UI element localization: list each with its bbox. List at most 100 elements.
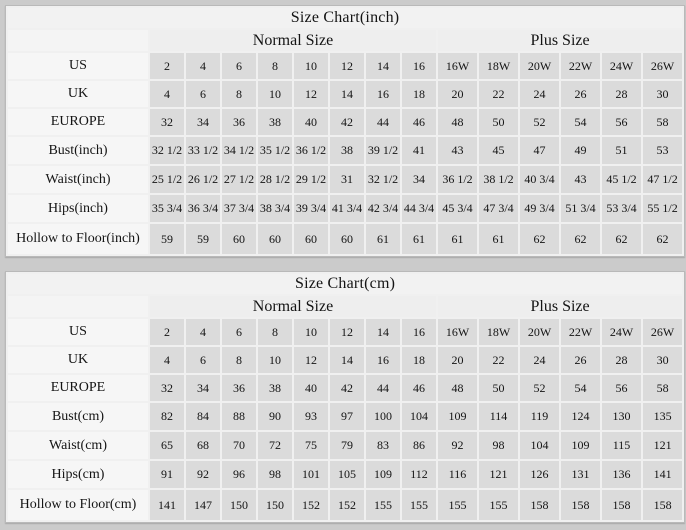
size-cell: 152 xyxy=(294,490,328,520)
size-cell: 105 xyxy=(330,461,364,488)
size-cell: 65 xyxy=(150,432,184,459)
size-cell: 28 xyxy=(602,81,641,107)
size-cell: 41 3/4 xyxy=(330,195,364,222)
size-cell: 36 1/2 xyxy=(438,166,477,193)
size-cell: 50 xyxy=(479,109,518,135)
size-cell: 86 xyxy=(402,432,436,459)
size-cell: 4 xyxy=(186,319,220,345)
size-cell: 47 1/2 xyxy=(643,166,683,193)
size-cell: 68 xyxy=(186,432,220,459)
table-row: Hollow to Floor(cm) 141 147 150 150 152 152 155… xyxy=(8,490,683,520)
size-cell: 51 xyxy=(602,137,641,164)
size-cell: 43 xyxy=(561,166,600,193)
size-cell: 119 xyxy=(520,403,559,430)
size-cell: 28 1/2 xyxy=(258,166,292,193)
size-cell: 16W xyxy=(438,319,477,345)
size-cell: 26 1/2 xyxy=(186,166,220,193)
size-cell: 155 xyxy=(366,490,400,520)
size-cell: 61 xyxy=(479,224,518,254)
size-cell: 36 1/2 xyxy=(294,137,328,164)
size-cell: 62 xyxy=(561,224,600,254)
size-cell: 34 xyxy=(186,375,220,401)
size-cell: 61 xyxy=(402,224,436,254)
table-row: Waist(inch) 25 1/2 26 1/2 27 1/2 28 1/2 29 1/… xyxy=(8,166,683,193)
column-group-header-plus: Plus Size xyxy=(438,296,683,317)
size-cell: 141 xyxy=(150,490,184,520)
size-cell: 10 xyxy=(258,81,292,107)
size-cell: 24W xyxy=(602,53,641,79)
size-cell: 150 xyxy=(222,490,256,520)
chart-title-row: Size Chart(cm) xyxy=(8,274,683,294)
size-cell: 18 xyxy=(402,81,436,107)
size-cell: 114 xyxy=(479,403,518,430)
size-cell: 121 xyxy=(643,432,683,459)
size-cell: 54 xyxy=(561,375,600,401)
row-label: US xyxy=(8,53,148,79)
size-cell: 18W xyxy=(479,319,518,345)
size-cell: 104 xyxy=(402,403,436,430)
row-label: Bust(cm) xyxy=(8,403,148,430)
size-cell: 4 xyxy=(150,81,184,107)
column-group-row: Normal Size Plus Size xyxy=(8,30,683,51)
size-cell: 58 xyxy=(643,109,683,135)
size-cell: 32 1/2 xyxy=(366,166,400,193)
size-cell: 44 xyxy=(366,109,400,135)
size-cell: 44 xyxy=(366,375,400,401)
size-cell: 47 3/4 xyxy=(479,195,518,222)
table-row: Hips(inch) 35 3/4 36 3/4 37 3/4 38 3/4 39 3/4… xyxy=(8,195,683,222)
column-group-header-normal: Normal Size xyxy=(150,30,436,51)
size-cell: 83 xyxy=(366,432,400,459)
size-cell: 52 xyxy=(520,109,559,135)
size-cell: 40 xyxy=(294,109,328,135)
size-chart-inch-table: Size Chart(inch) Normal Size Plus Size US 2 4… xyxy=(5,5,686,257)
size-cell: 49 3/4 xyxy=(520,195,559,222)
size-cell: 32 xyxy=(150,375,184,401)
size-cell: 112 xyxy=(402,461,436,488)
size-cell: 35 3/4 xyxy=(150,195,184,222)
size-cell: 46 xyxy=(402,109,436,135)
size-cell: 92 xyxy=(438,432,477,459)
row-label: EUROPE xyxy=(8,375,148,401)
size-cell: 61 xyxy=(366,224,400,254)
size-cell: 37 3/4 xyxy=(222,195,256,222)
size-cell: 158 xyxy=(520,490,559,520)
size-cell: 62 xyxy=(602,224,641,254)
size-cell: 12 xyxy=(294,347,328,373)
size-cell: 60 xyxy=(258,224,292,254)
column-group-header-plus: Plus Size xyxy=(438,30,683,51)
row-label: Bust(inch) xyxy=(8,137,148,164)
size-cell: 42 xyxy=(330,375,364,401)
size-cell: 98 xyxy=(258,461,292,488)
row-label: Hips(cm) xyxy=(8,461,148,488)
size-cell: 40 xyxy=(294,375,328,401)
row-label: UK xyxy=(8,347,148,373)
size-cell: 48 xyxy=(438,109,477,135)
size-cell: 20 xyxy=(438,81,477,107)
size-cell: 54 xyxy=(561,109,600,135)
table-row: Hollow to Floor(inch) 59 59 60 60 60 60 61 61 61 6… xyxy=(8,224,683,254)
size-cell: 109 xyxy=(561,432,600,459)
size-cell: 30 xyxy=(643,81,683,107)
table-row: US 2 4 6 8 10 12 14 16 16W 18W 20W 22W 24W 26W xyxy=(8,319,683,345)
size-cell: 38 xyxy=(330,137,364,164)
size-cell: 28 xyxy=(602,347,641,373)
size-cell: 22W xyxy=(561,53,600,79)
chart-title: Size Chart(inch) xyxy=(8,8,683,28)
size-cell: 38 1/2 xyxy=(479,166,518,193)
chart-title: Size Chart(cm) xyxy=(8,274,683,294)
size-cell: 16 xyxy=(402,319,436,345)
size-cell: 6 xyxy=(186,347,220,373)
size-cell: 88 xyxy=(222,403,256,430)
table-row: Hips(cm) 91 92 96 98 101 105 109 112 116 121 126 131… xyxy=(8,461,683,488)
size-cell: 59 xyxy=(186,224,220,254)
size-chart-cm-table: Size Chart(cm) Normal Size Plus Size US 2 4 6 8… xyxy=(5,271,686,523)
size-cell: 141 xyxy=(643,461,683,488)
size-cell: 56 xyxy=(602,375,641,401)
size-cell: 34 xyxy=(186,109,220,135)
size-cell: 53 3/4 xyxy=(602,195,641,222)
size-cell: 49 xyxy=(561,137,600,164)
size-cell: 24 xyxy=(520,81,559,107)
size-cell: 75 xyxy=(294,432,328,459)
size-cell: 22 xyxy=(479,81,518,107)
size-cell: 16 xyxy=(366,347,400,373)
